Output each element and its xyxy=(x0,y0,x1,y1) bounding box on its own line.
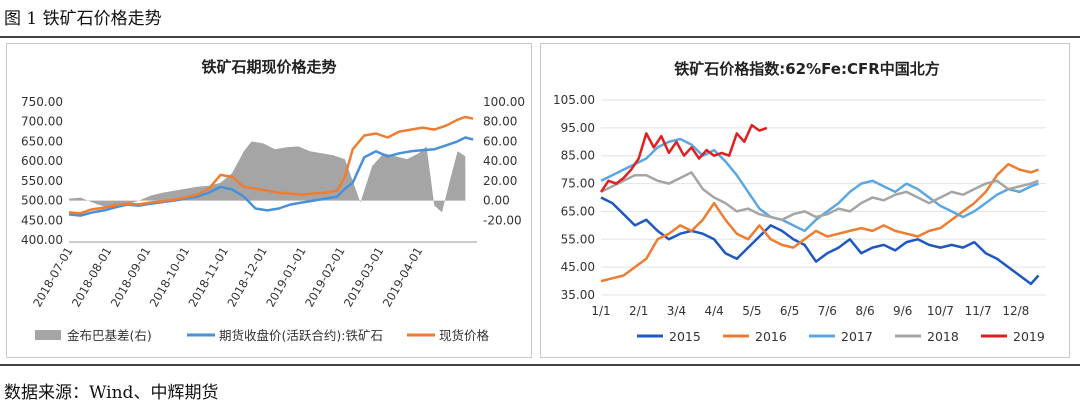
source-note: 数据来源：Wind、中辉期货 xyxy=(4,383,219,403)
legend-label: 金布巴基差(右) xyxy=(67,328,152,343)
chart-title: 铁矿石期现价格走势 xyxy=(201,58,336,76)
top-rule xyxy=(0,36,1080,38)
x-tick-label: 2019-02-01 xyxy=(302,245,348,310)
y-tick-label: 85.00 xyxy=(561,149,595,163)
series-area-basis xyxy=(69,141,466,213)
chart-title: 铁矿石价格指数:62%Fe:CFR中国北方 xyxy=(674,60,940,78)
x-tick-label: 12/8 xyxy=(1002,304,1029,318)
figure-title: 图 1 铁矿石价格走势 xyxy=(4,9,162,29)
futures-spot-chart-panel: 铁矿石期现价格走势 750.00 700.00 650.00 600.00 550.00 5… xyxy=(6,43,532,358)
x-tick-label: 2018-08-01 xyxy=(69,245,115,310)
x-tick-label: 2018-12-01 xyxy=(224,245,270,310)
y-left-tick-label: 550.00 xyxy=(21,174,63,188)
legend-label: 现货价格 xyxy=(439,328,490,343)
x-tick-label: 6/5 xyxy=(780,304,799,318)
x-tick-label: 2019-01-01 xyxy=(263,245,309,310)
y-tick-label: 55.00 xyxy=(561,232,595,246)
series-line-2018 xyxy=(600,171,1039,222)
legend-label: 2015 xyxy=(669,329,701,344)
y-right-tick-label: 0.00 xyxy=(483,194,510,208)
y-left-tick-label: 450.00 xyxy=(21,213,63,227)
y-left-tick-label: 400.00 xyxy=(21,233,63,247)
y-right-tick-label: 40.00 xyxy=(483,154,517,168)
x-tick-label: 9/6 xyxy=(893,304,912,318)
y-left-tick-label: 500.00 xyxy=(21,194,63,208)
x-tick-label: 8/6 xyxy=(855,304,874,318)
series-line-2019 xyxy=(599,123,768,193)
y-left-tick-label: 700.00 xyxy=(21,115,63,129)
x-tick-label: 2018-10-01 xyxy=(147,245,193,310)
price-index-chart: 铁矿石价格指数:62%Fe:CFR中国北方 105.00 95.00 85.00 75.… xyxy=(553,60,1046,344)
legend-label: 2018 xyxy=(927,329,959,344)
x-tick-label: 1/1 xyxy=(591,304,610,318)
y-tick-label: 45.00 xyxy=(561,260,595,274)
y-tick-label: 65.00 xyxy=(561,204,595,218)
legend-swatch-1 xyxy=(35,330,61,340)
x-tick-label: 2019-04-01 xyxy=(380,245,426,310)
y-right-tick-label: 60.00 xyxy=(483,134,517,148)
x-tick-label: 7/6 xyxy=(818,304,837,318)
x-tick-label: 2018-09-01 xyxy=(108,245,154,310)
y-right-tick-label: 100.00 xyxy=(483,95,525,109)
price-index-chart-panel: 铁矿石价格指数:62%Fe:CFR中国北方 105.00 95.00 85.00 75.… xyxy=(540,43,1070,358)
bottom-rule xyxy=(0,364,1080,366)
x-tick-label: 4/4 xyxy=(704,304,723,318)
x-tick-label: 5/5 xyxy=(742,304,761,318)
x-tick-label: 3/4 xyxy=(667,304,686,318)
series-line-2015 xyxy=(600,196,1040,286)
y-tick-label: 35.00 xyxy=(561,288,595,302)
y-right-tick-label: 80.00 xyxy=(483,115,517,129)
y-left-tick-label: 650.00 xyxy=(21,134,63,148)
y-right-tick-label: 20.00 xyxy=(483,174,517,188)
x-tick-label: 2018-11-01 xyxy=(185,245,231,310)
y-right-tick-label: -20.00 xyxy=(483,213,522,227)
x-tick-label: 10/7 xyxy=(927,304,954,318)
y-left-tick-label: 600.00 xyxy=(21,154,63,168)
legend-label: 期货收盘价(活跃合约):铁矿石 xyxy=(219,328,383,343)
y-left-tick-label: 750.00 xyxy=(21,95,63,109)
futures-spot-chart: 铁矿石期现价格走势 750.00 700.00 650.00 600.00 550.00 5… xyxy=(21,58,525,343)
x-tick-label: 2019-03-01 xyxy=(341,245,387,310)
x-tick-label: 2018-07-01 xyxy=(30,245,76,310)
series-line-spot xyxy=(68,115,474,215)
x-tick-label: 2/1 xyxy=(629,304,648,318)
y-tick-label: 75.00 xyxy=(561,177,595,191)
legend-label: 2017 xyxy=(841,329,873,344)
y-tick-label: 105.00 xyxy=(553,93,595,107)
series-line-2016 xyxy=(600,162,1039,283)
legend-label: 2019 xyxy=(1013,329,1045,344)
legend-label: 2016 xyxy=(755,329,787,344)
y-tick-label: 95.00 xyxy=(561,121,595,135)
x-tick-label: 11/7 xyxy=(965,304,992,318)
